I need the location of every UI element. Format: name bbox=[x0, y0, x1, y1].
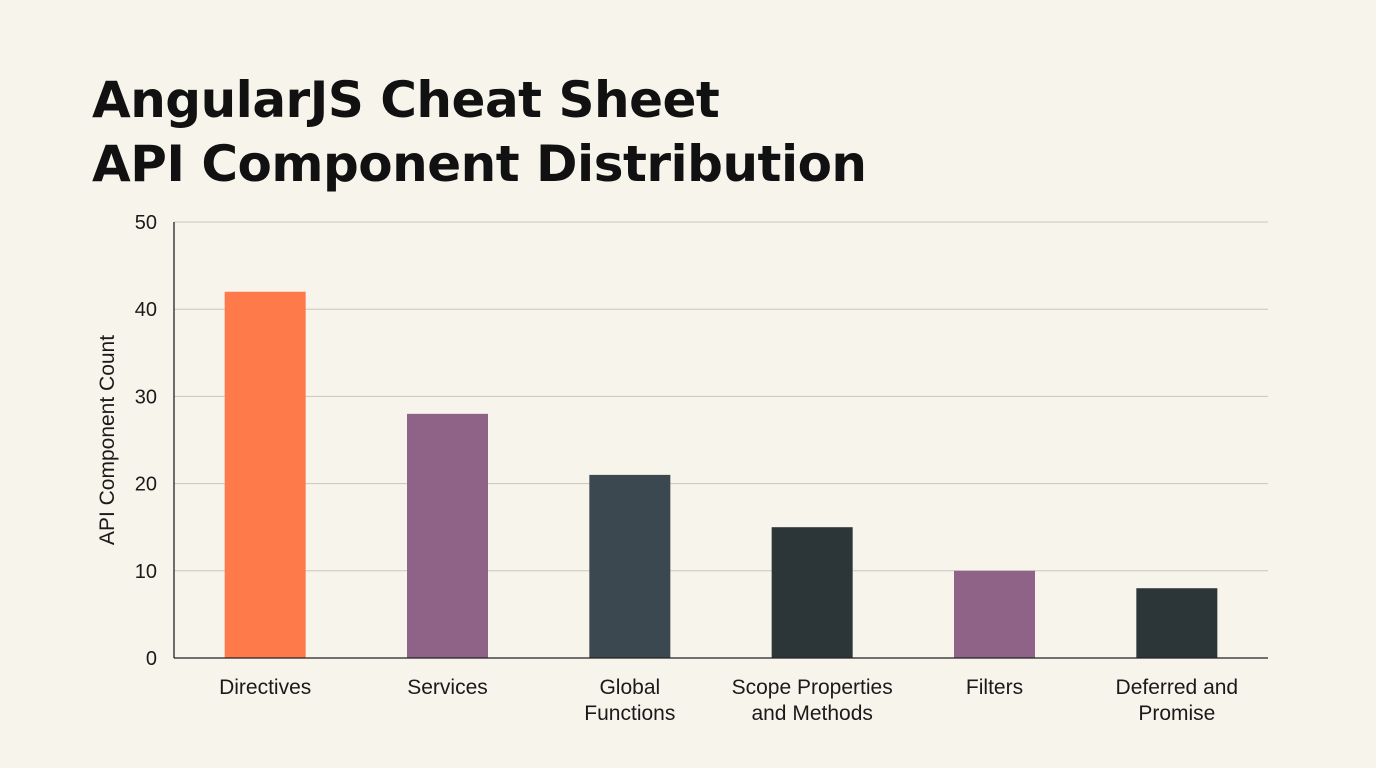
x-category-label: Global Functions bbox=[584, 676, 675, 725]
bar bbox=[771, 527, 853, 658]
chart-title-line-2: API Component Distribution bbox=[92, 135, 867, 193]
x-category-label: Directives bbox=[219, 676, 311, 699]
bar bbox=[954, 570, 1035, 658]
bar bbox=[224, 291, 306, 658]
x-category-label: Filters bbox=[966, 676, 1023, 699]
bar bbox=[1136, 588, 1218, 658]
y-axis-title: API Component Count bbox=[96, 335, 119, 545]
y-tick-label: 10 bbox=[135, 561, 157, 583]
bars bbox=[224, 291, 1218, 658]
gridlines bbox=[174, 221, 1268, 572]
y-tick-label: 20 bbox=[135, 474, 157, 496]
x-category-label: Services bbox=[407, 676, 488, 699]
chart-title: AngularJS Cheat Sheet API Component Dist… bbox=[92, 68, 867, 196]
chart-title-line-1: AngularJS Cheat Sheet bbox=[92, 71, 720, 129]
y-tick-label: 40 bbox=[135, 299, 157, 321]
y-tick-label: 50 bbox=[135, 212, 157, 234]
y-tick-labels: 0 10 20 30 40 50 bbox=[135, 212, 157, 670]
bar bbox=[407, 413, 488, 658]
x-category-label: Deferred and Promise bbox=[1116, 676, 1239, 725]
x-category-label: Scope Properties and Methods bbox=[732, 676, 893, 725]
axes bbox=[173, 222, 1268, 659]
bar bbox=[589, 474, 671, 658]
y-tick-label: 0 bbox=[146, 648, 157, 670]
x-category-labels: Directives Services Global Functions Scope P… bbox=[219, 676, 1238, 725]
y-tick-label: 30 bbox=[135, 386, 157, 408]
